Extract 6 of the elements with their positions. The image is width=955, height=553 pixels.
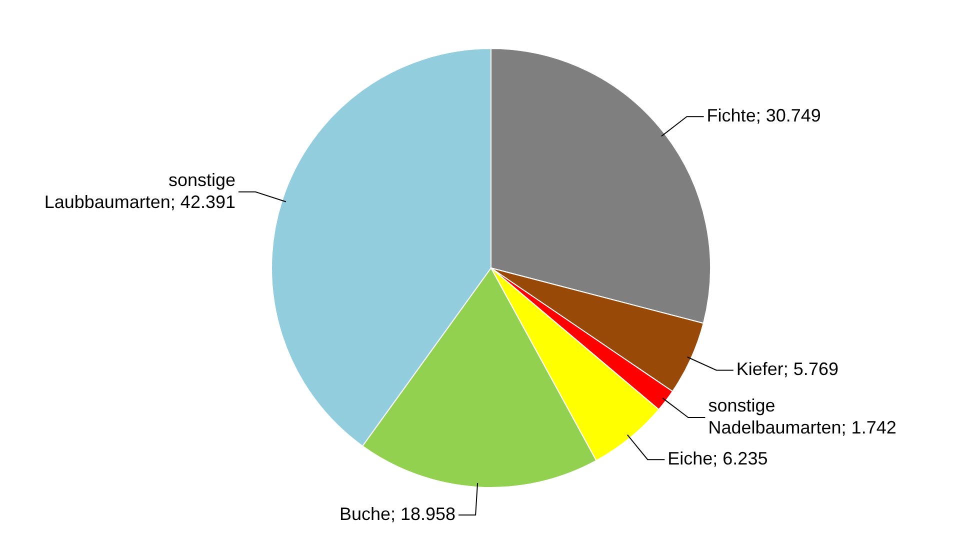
- slice-label: Eiche; 6.235: [668, 448, 768, 469]
- slice-label: sonstige Nadelbaumarten; 1.742: [708, 396, 896, 438]
- slice-label: sonstige Laubbaumarten; 42.391: [44, 170, 236, 212]
- slice-label: Fichte; 30.749: [706, 106, 821, 126]
- slice-label: Buche; 18.958: [339, 504, 456, 524]
- slice-label: Kiefer; 5.769: [736, 359, 838, 380]
